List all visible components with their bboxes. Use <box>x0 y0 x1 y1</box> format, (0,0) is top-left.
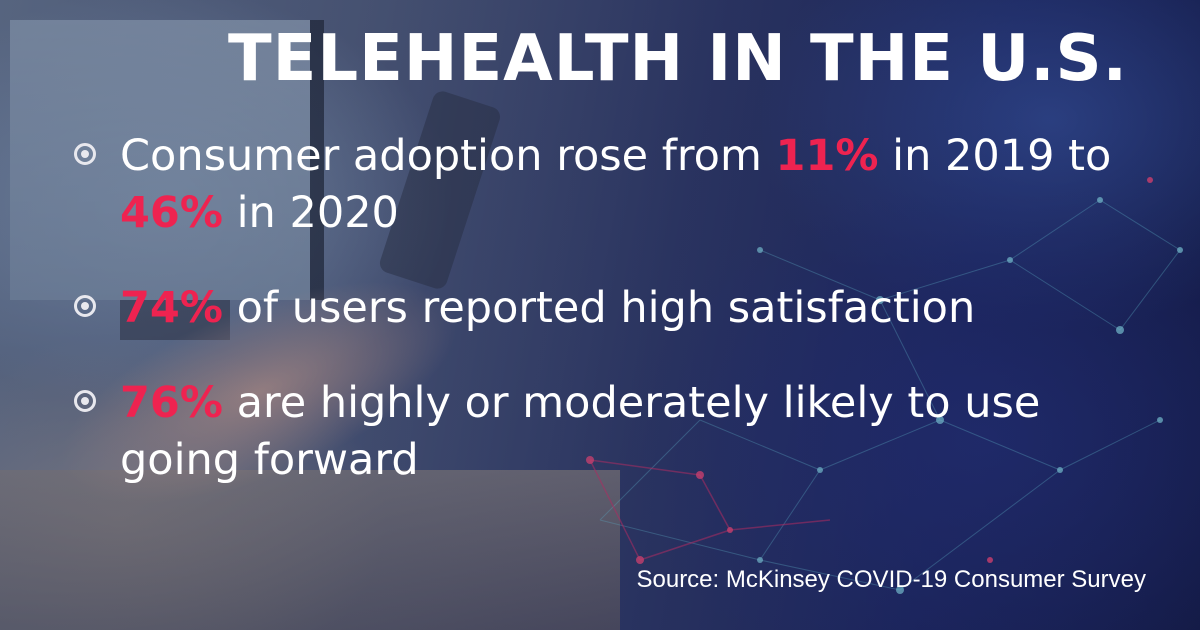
stat-highlight: 76% <box>120 378 223 428</box>
bullet-text: in 2020 <box>222 188 399 238</box>
radio-bullet-icon <box>74 143 96 165</box>
stat-highlight: 11% <box>775 131 879 181</box>
stat-highlight: 74% <box>120 283 223 333</box>
page-title: TELEHEALTH IN THE U.S. <box>228 22 1128 96</box>
radio-bullet-icon <box>74 390 96 412</box>
bullet-item-future-use: 76% are highly or moderately likely to u… <box>72 375 1172 489</box>
bullet-list: Consumer adoption rose from 11% in 2019 … <box>72 128 1172 489</box>
bullet-item-satisfaction: 74% of users reported high satisfaction <box>72 280 1172 337</box>
bullet-text: of users reported high satisfaction <box>222 283 976 333</box>
bullet-text: in 2019 to <box>878 131 1112 181</box>
bullet-text: Consumer adoption rose from <box>120 131 776 181</box>
source-caption: Source: McKinsey COVID-19 Consumer Surve… <box>636 566 1146 593</box>
bullet-text: are highly or moderately likely to use g… <box>120 378 1041 485</box>
stat-highlight: 46% <box>120 188 223 238</box>
bullet-item-adoption: Consumer adoption rose from 11% in 2019 … <box>72 128 1172 242</box>
radio-bullet-icon <box>74 295 96 317</box>
